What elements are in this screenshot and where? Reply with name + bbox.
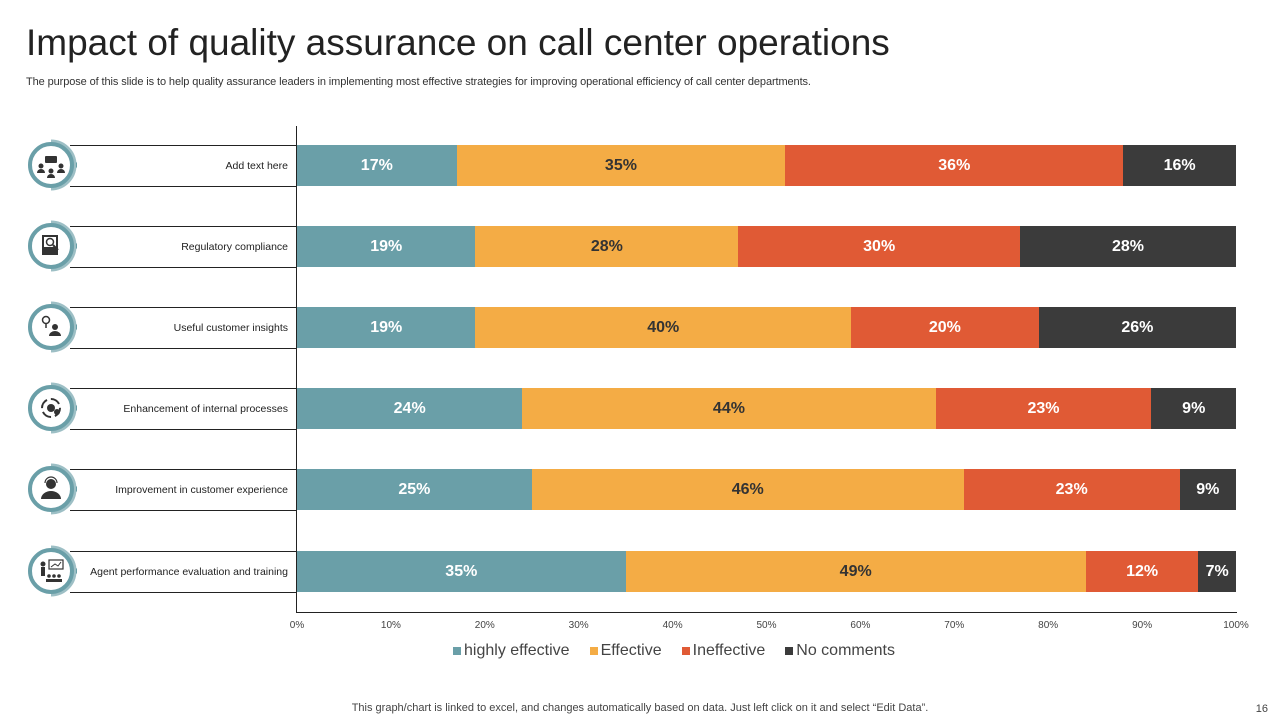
- page-title: Impact of quality assurance on call cent…: [26, 22, 890, 63]
- data-label: 35%: [445, 562, 478, 580]
- footer-note: This graph/chart is linked to excel, and…: [351, 702, 929, 714]
- category-row: Enhancement of internal processes: [70, 388, 296, 430]
- data-label: 9%: [1196, 480, 1220, 498]
- legend-item: No comments: [785, 642, 895, 660]
- data-label: 19%: [370, 237, 403, 255]
- team-meeting-icon: [25, 139, 80, 191]
- category-row: Regulatory compliance: [70, 226, 296, 268]
- bar-segment-no-comments: 26%: [1038, 307, 1236, 348]
- data-label: 25%: [398, 480, 431, 498]
- data-label: 20%: [928, 318, 961, 336]
- x-tick-label: 80%: [1038, 620, 1059, 631]
- x-tick-label: 90%: [1132, 620, 1153, 631]
- bar-segment-ineffective: 30%: [738, 226, 1021, 267]
- legend-item: Effective: [589, 642, 662, 660]
- x-tick-label: 60%: [850, 620, 871, 631]
- x-tick-label: 100%: [1223, 620, 1249, 631]
- legend-item: highly effective: [453, 642, 570, 660]
- chart-legend: highly effective Effective Ineffective No c…: [0, 642, 1280, 660]
- category-row: Useful customer insights: [70, 307, 296, 349]
- data-label: 12%: [1126, 562, 1159, 580]
- category-label: Agent performance evaluation and trainin…: [90, 566, 288, 578]
- data-label: 7%: [1205, 562, 1229, 580]
- y-axis-line: [296, 126, 297, 612]
- data-label: 23%: [1027, 399, 1060, 417]
- x-tick-label: 0%: [289, 620, 305, 631]
- bar-segment-highly-effective: 24%: [297, 388, 523, 429]
- legend-swatch: [589, 647, 598, 655]
- bar-segment-highly-effective: 19%: [297, 307, 476, 348]
- bar-segment-no-comments: 9%: [1151, 388, 1236, 429]
- data-label: 26%: [1121, 318, 1154, 336]
- data-label: 40%: [647, 318, 680, 336]
- data-label: 28%: [1111, 237, 1145, 255]
- data-label: 49%: [839, 562, 872, 580]
- bar-segment-effective: 35%: [456, 145, 786, 186]
- data-label: 19%: [370, 318, 403, 336]
- page-subtitle: The purpose of this slide is to help qua…: [26, 76, 811, 88]
- data-label: 9%: [1182, 399, 1206, 417]
- legend-label: No comments: [796, 642, 895, 659]
- legend-item: Ineffective: [681, 642, 766, 660]
- bar-segment-highly-effective: 19%: [297, 226, 476, 267]
- x-tick-label: 20%: [474, 620, 495, 631]
- bar-segment-highly-effective: 25%: [297, 469, 532, 510]
- legend-swatch: [681, 647, 690, 655]
- legend-label: highly effective: [464, 642, 570, 659]
- bar-segment-highly-effective: 17%: [297, 145, 457, 186]
- bar-segment-ineffective: 20%: [851, 307, 1039, 348]
- x-tick-label: 30%: [568, 620, 589, 631]
- bar-segment-no-comments: 9%: [1179, 469, 1236, 510]
- x-tick-label: 40%: [662, 620, 683, 631]
- legend-label: Ineffective: [692, 642, 766, 659]
- data-label: 44%: [712, 399, 745, 417]
- data-label: 46%: [731, 480, 764, 498]
- category-label: Enhancement of internal processes: [123, 403, 288, 415]
- legend-label: Effective: [600, 642, 662, 659]
- data-label: 16%: [1163, 156, 1196, 174]
- data-label: 24%: [393, 399, 426, 417]
- category-row: Improvement in customer experience: [70, 469, 296, 511]
- bar-segment-effective: 28%: [475, 226, 739, 267]
- legend-swatch: [453, 647, 462, 655]
- bar-segment-ineffective: 23%: [963, 469, 1180, 510]
- bar-segment-highly-effective: 35%: [297, 551, 626, 592]
- x-tick-label: 70%: [944, 620, 965, 631]
- legend-swatch: [785, 647, 794, 655]
- bar-segment-effective: 40%: [475, 307, 851, 348]
- data-label: 30%: [863, 237, 896, 255]
- document-search-icon: [25, 220, 80, 272]
- bar-segment-ineffective: 36%: [785, 145, 1124, 186]
- bar-segment-effective: 44%: [522, 388, 936, 429]
- category-label: Add text here: [225, 160, 288, 172]
- category-row: Add text here: [70, 145, 296, 187]
- presentation-training-icon: [25, 545, 80, 597]
- bar-segment-no-comments: 16%: [1123, 145, 1236, 186]
- data-label: 17%: [360, 156, 393, 174]
- idea-person-icon: [25, 301, 80, 353]
- data-label: 35%: [604, 156, 637, 174]
- bar-segment-effective: 46%: [531, 469, 964, 510]
- bar-segment-effective: 49%: [625, 551, 1086, 592]
- category-row: Agent performance evaluation and trainin…: [70, 551, 296, 593]
- bar-segment-ineffective: 12%: [1085, 551, 1199, 592]
- bar-segment-no-comments: 28%: [1020, 226, 1236, 267]
- x-axis-line: [296, 612, 1237, 613]
- x-tick-label: 50%: [756, 620, 777, 631]
- bar-segment-no-comments: 7%: [1198, 551, 1236, 592]
- category-label: Improvement in customer experience: [115, 484, 288, 496]
- customer-person-icon: [25, 463, 80, 515]
- data-label: 23%: [1055, 480, 1088, 498]
- category-label: Useful customer insights: [173, 322, 288, 334]
- x-tick-label: 10%: [380, 620, 401, 631]
- page-number: 16: [1255, 703, 1268, 715]
- gear-cycle-icon: [25, 382, 80, 434]
- data-label: 36%: [938, 156, 971, 174]
- data-label: 28%: [590, 237, 623, 255]
- bar-segment-ineffective: 23%: [935, 388, 1152, 429]
- category-label: Regulatory compliance: [181, 241, 288, 253]
